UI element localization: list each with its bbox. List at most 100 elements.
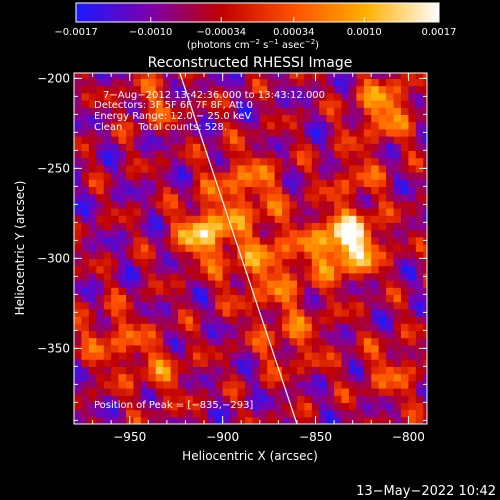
heatmap-cell xyxy=(319,150,328,159)
heatmap-cell xyxy=(170,265,179,274)
heatmap-cell xyxy=(363,92,372,101)
heatmap-cell xyxy=(126,200,135,209)
heatmap-cell xyxy=(74,73,83,79)
heatmap-cell xyxy=(81,150,90,159)
heatmap-cell xyxy=(326,92,335,101)
heatmap-cell xyxy=(282,222,291,231)
heatmap-cell xyxy=(96,186,105,195)
heatmap-cell xyxy=(378,128,387,137)
heatmap-cell xyxy=(386,344,395,353)
heatmap-cell xyxy=(126,107,135,115)
heatmap-cell xyxy=(304,78,313,87)
heatmap-cell xyxy=(400,366,410,375)
heatmap-cell xyxy=(96,316,105,324)
heatmap-cell xyxy=(170,258,179,267)
heatmap-cell xyxy=(140,395,149,403)
heatmap-cell xyxy=(304,128,313,137)
heatmap-cell xyxy=(348,337,357,346)
heatmap-cell xyxy=(88,200,97,209)
heatmap-cell xyxy=(126,301,135,310)
heatmap-cell xyxy=(200,258,209,267)
heatmap-cell xyxy=(170,193,179,202)
heatmap-cell xyxy=(267,280,276,288)
heatmap-cell xyxy=(415,100,424,108)
heatmap-cell xyxy=(274,128,283,137)
heatmap-cell xyxy=(311,172,320,180)
heatmap-cell xyxy=(200,272,209,281)
heatmap-cell xyxy=(237,128,246,137)
heatmap-cell xyxy=(237,402,246,411)
heatmap-cell xyxy=(304,100,313,108)
heatmap-cell xyxy=(371,172,380,180)
heatmap-cell xyxy=(81,85,90,94)
heatmap-cell xyxy=(311,337,320,346)
heatmap-cell xyxy=(386,409,395,418)
heatmap-cell xyxy=(170,287,179,295)
heatmap-cell xyxy=(81,78,90,87)
heatmap-cell xyxy=(185,388,194,396)
heatmap-cell xyxy=(74,359,83,367)
heatmap-cell xyxy=(341,92,350,101)
heatmap-cell xyxy=(371,150,380,159)
heatmap-cell xyxy=(267,114,276,123)
heatmap-cell xyxy=(148,128,157,137)
heatmap-cell xyxy=(356,229,365,238)
heatmap-cell xyxy=(415,128,424,137)
heatmap-cell xyxy=(81,388,90,396)
heatmap-cell xyxy=(111,323,120,331)
heatmap-cell xyxy=(96,128,105,137)
heatmap-cell xyxy=(178,380,187,389)
heatmap-cell xyxy=(408,251,417,259)
heatmap-cell xyxy=(222,395,231,403)
heatmap-cell xyxy=(96,301,105,310)
heatmap-cell xyxy=(237,287,246,295)
heatmap-cell xyxy=(259,316,268,324)
heatmap-cell xyxy=(244,301,253,310)
heatmap-cell xyxy=(192,352,201,360)
heatmap-cell xyxy=(423,402,427,411)
heatmap-cell xyxy=(252,380,261,389)
heatmap-cell xyxy=(140,121,149,130)
heatmap-cell xyxy=(200,150,209,159)
heatmap-cell xyxy=(88,258,97,267)
heatmap-cell xyxy=(259,402,268,411)
heatmap-cell xyxy=(111,294,120,303)
heatmap-cell xyxy=(103,200,112,209)
heatmap-cell xyxy=(423,352,427,360)
heatmap-cell xyxy=(215,388,224,396)
heatmap-cell xyxy=(415,114,424,123)
heatmap-cell xyxy=(252,373,261,382)
heatmap-cell xyxy=(244,395,253,403)
heatmap-cell xyxy=(386,114,395,123)
heatmap-cell xyxy=(192,186,201,195)
heatmap-cell xyxy=(274,280,283,288)
heatmap-cell xyxy=(230,265,239,274)
heatmap-cell xyxy=(408,193,417,202)
heatmap-cell xyxy=(386,330,395,339)
heatmap-cell xyxy=(296,316,305,324)
heatmap-cell xyxy=(378,78,387,87)
heatmap-cell xyxy=(386,200,395,209)
heatmap-cell xyxy=(304,344,313,353)
heatmap-cell xyxy=(304,136,313,144)
heatmap-cell xyxy=(237,272,246,281)
heatmap-cell xyxy=(319,344,328,353)
heatmap-cell xyxy=(96,337,105,346)
heatmap-cell xyxy=(400,395,410,403)
heatmap-cell xyxy=(192,215,201,223)
heatmap-cell xyxy=(289,388,298,396)
heatmap-cell xyxy=(170,121,179,130)
heatmap-cell xyxy=(244,308,253,317)
heatmap-cell xyxy=(244,352,253,360)
heatmap-cell xyxy=(408,222,417,231)
heatmap-cell xyxy=(237,78,246,87)
heatmap-cell xyxy=(111,402,120,411)
heatmap-cell xyxy=(348,301,357,310)
heatmap-cell xyxy=(185,287,194,295)
heatmap-cell xyxy=(334,157,343,166)
heatmap-cell xyxy=(304,416,313,424)
heatmap-cell xyxy=(415,78,424,87)
heatmap-cell xyxy=(386,294,395,303)
heatmap-cell xyxy=(408,164,417,173)
heatmap-cell xyxy=(74,114,83,123)
